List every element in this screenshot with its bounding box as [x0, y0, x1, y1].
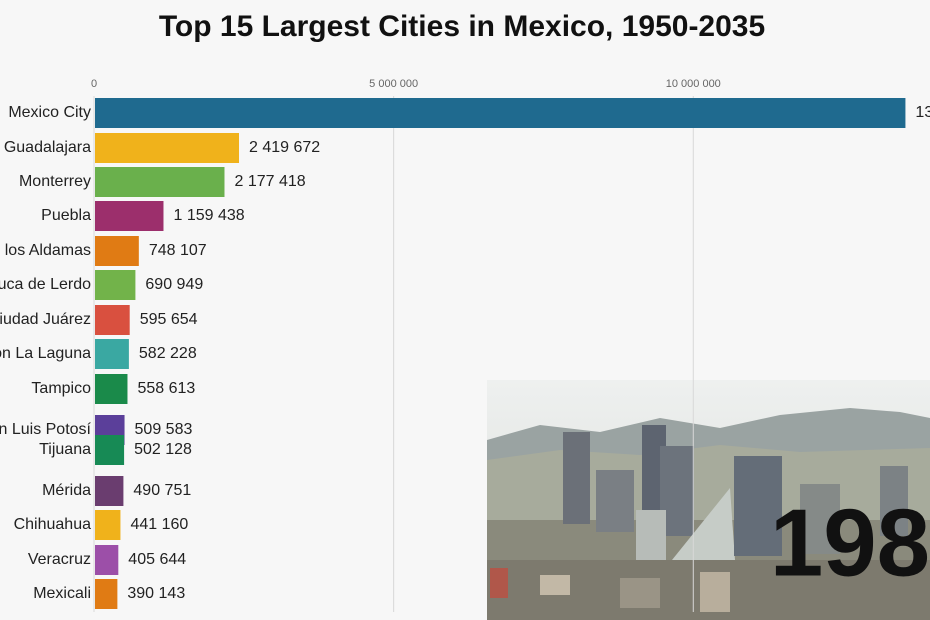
category-label: San Luis Potosí	[0, 421, 92, 438]
bar	[95, 270, 136, 300]
value-label: 2 177 418	[234, 173, 305, 190]
x-tick-label: 5 000 000	[369, 78, 418, 90]
city-photo	[487, 380, 930, 620]
value-label: 690 949	[145, 276, 203, 293]
value-label: 1 159 438	[173, 207, 244, 224]
value-label: 13 540 000	[915, 104, 930, 121]
category-label: León de los Aldamas	[0, 242, 91, 259]
category-label: Tampico	[31, 380, 91, 397]
category-label: Tijuana	[39, 441, 91, 458]
bar	[95, 201, 164, 231]
bar	[95, 545, 119, 575]
category-label: Chihuahua	[14, 516, 92, 533]
value-label: 748 107	[149, 242, 207, 259]
value-label: 441 160	[130, 516, 188, 533]
value-label: 509 583	[135, 421, 193, 438]
x-tick-label: 10 000 000	[666, 78, 721, 90]
bar	[95, 167, 225, 197]
bar	[95, 98, 906, 128]
bar	[95, 236, 139, 266]
chart-title: Top 15 Largest Cities in Mexico, 1950-20…	[159, 10, 765, 43]
bar	[95, 374, 128, 404]
bar	[95, 305, 130, 335]
value-label: 405 644	[128, 551, 186, 568]
category-label: Mérida	[42, 482, 91, 499]
category-label: Puebla	[41, 207, 91, 224]
category-label: Mexico City	[8, 104, 91, 121]
value-label: 582 228	[139, 345, 197, 362]
bar	[95, 510, 121, 540]
year-label: 198	[770, 489, 930, 596]
value-label: 490 751	[133, 482, 191, 499]
value-label: 2 419 672	[249, 139, 320, 156]
bar	[95, 579, 118, 609]
category-label: Monterrey	[19, 173, 91, 190]
category-label: Guadalajara	[4, 139, 91, 156]
value-label: 502 128	[134, 441, 192, 458]
bar	[95, 339, 129, 369]
category-label: Mexicali	[33, 585, 91, 602]
value-label: 595 654	[140, 311, 198, 328]
value-label: 558 613	[137, 380, 195, 397]
category-label: Torreón La Laguna	[0, 345, 91, 362]
bar	[95, 133, 240, 163]
category-label: Toluca de Lerdo	[0, 276, 91, 293]
x-tick-label: 0	[91, 78, 97, 90]
bar	[95, 435, 125, 465]
category-label: Veracruz	[28, 551, 91, 568]
bar	[95, 476, 124, 506]
category-label: Ciudad Juárez	[0, 311, 91, 328]
value-label: 390 143	[127, 585, 185, 602]
